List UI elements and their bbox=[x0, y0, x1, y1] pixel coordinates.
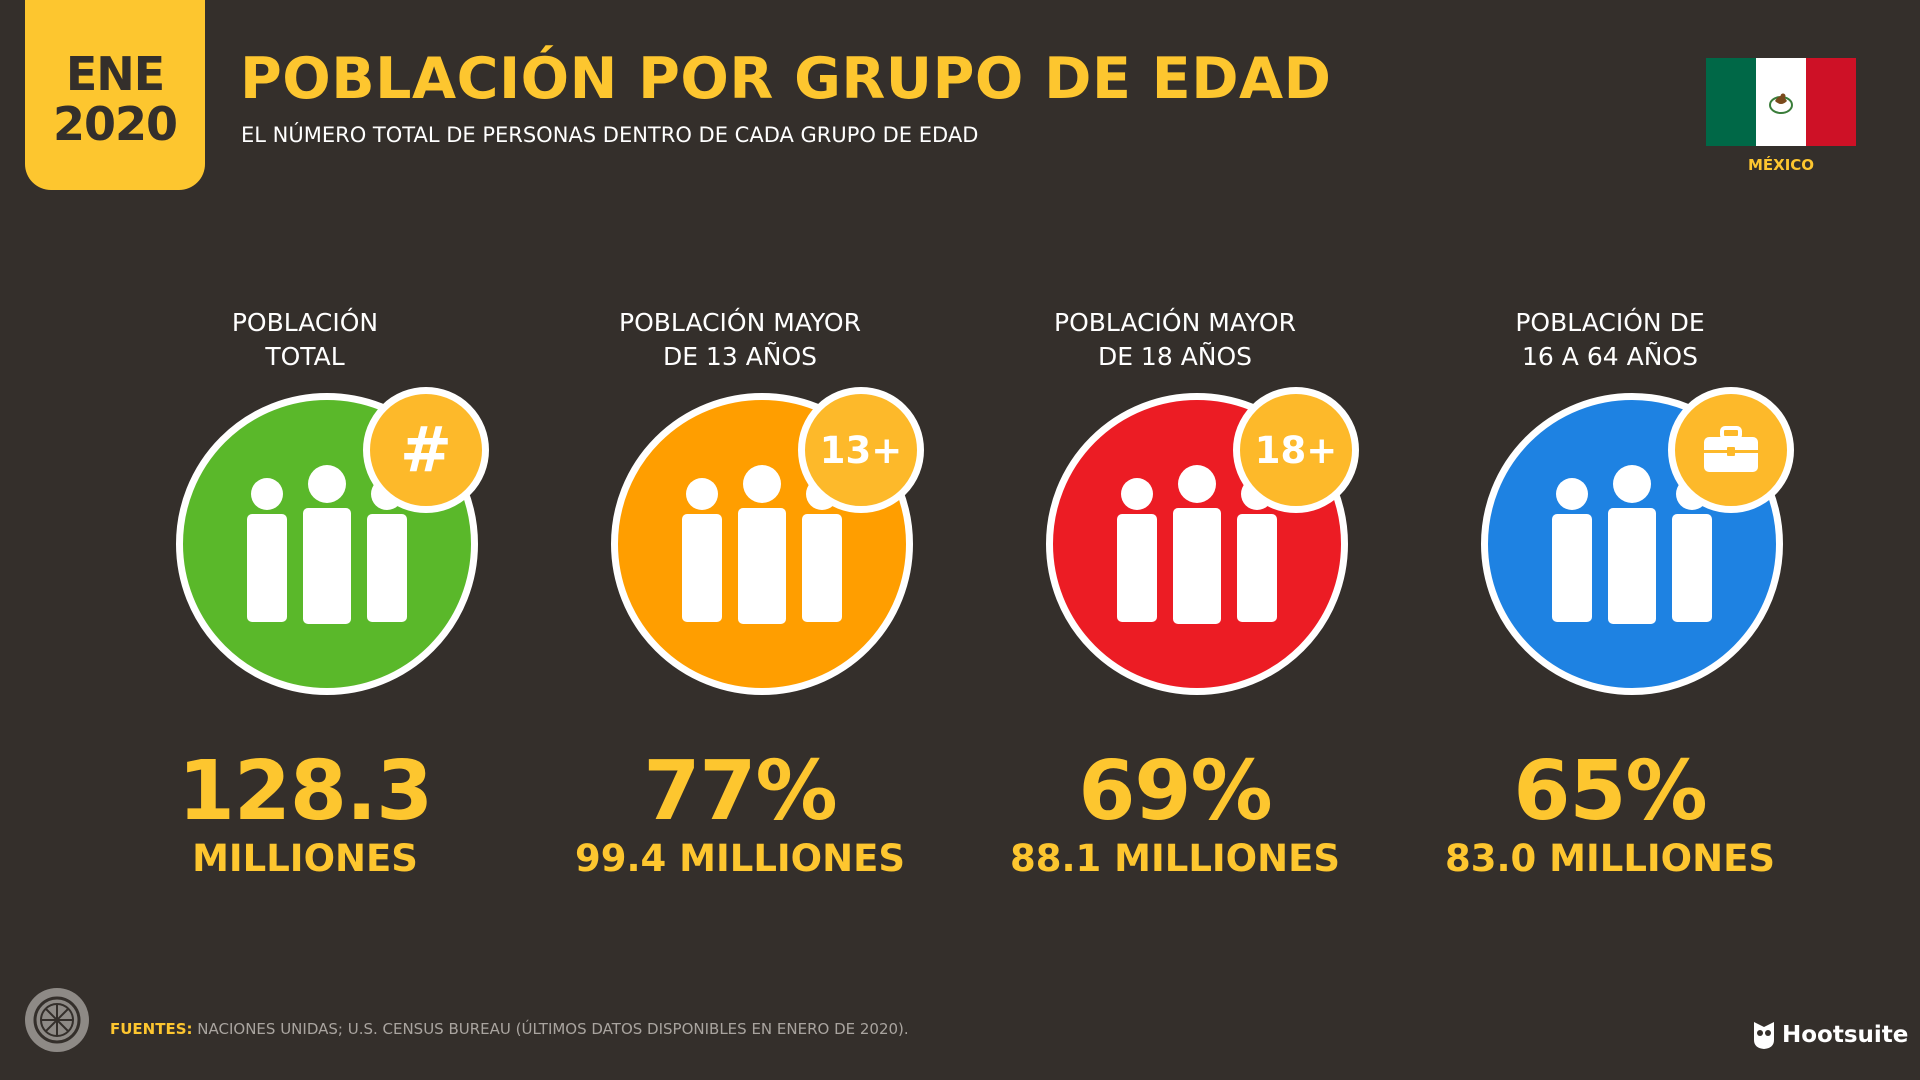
card-label-line2: 16 A 64 AÑOS bbox=[1522, 342, 1698, 371]
people-icon bbox=[682, 465, 842, 624]
page-subtitle: EL NÚMERO TOTAL DE PERSONAS DENTRO DE CA… bbox=[241, 123, 979, 147]
card-label-line1: POBLACIÓN MAYOR bbox=[1054, 308, 1296, 337]
card-subvalue: 88.1 MILLIONES bbox=[1009, 837, 1341, 880]
hash-icon: # bbox=[363, 387, 489, 513]
card-label: POBLACIÓN MAYOR DE 13 AÑOS bbox=[560, 306, 920, 376]
card-total-population: POBLACIÓN TOTAL # 128.3 MILLIONES bbox=[125, 306, 489, 881]
date-month: ENE bbox=[65, 47, 165, 101]
sources-note: FUENTES: NACIONES UNIDAS; U.S. CENSUS BU… bbox=[110, 1020, 909, 1038]
people-icon bbox=[1117, 465, 1277, 624]
card-population-18-plus: POBLACIÓN MAYOR DE 18 AÑOS 18+ 69% 88.1 … bbox=[995, 306, 1359, 881]
people-circle bbox=[611, 393, 913, 695]
briefcase-icon bbox=[1668, 387, 1794, 513]
card-label-line2: DE 18 AÑOS bbox=[1097, 342, 1253, 371]
briefcase-svg bbox=[1704, 426, 1758, 472]
card-label-line1: POBLACIÓN MAYOR bbox=[619, 308, 861, 337]
date-badge: ENE 2020 bbox=[25, 0, 205, 190]
sources-key: FUENTES: bbox=[110, 1020, 193, 1038]
sources-text: NACIONES UNIDAS; U.S. CENSUS BUREAU (ÚLT… bbox=[192, 1020, 909, 1038]
age-13-plus-badge: 13+ bbox=[798, 387, 924, 513]
card-label-line1: POBLACIÓN bbox=[231, 308, 379, 337]
card-label: POBLACIÓN MAYOR DE 18 AÑOS bbox=[995, 306, 1355, 376]
card-label-line2: TOTAL bbox=[265, 342, 345, 371]
brand-logo: Hootsuite bbox=[1752, 1020, 1908, 1050]
card-label-line2: DE 13 AÑOS bbox=[662, 342, 818, 371]
card-subvalue: 83.0 MILLIONES bbox=[1444, 837, 1776, 880]
country-label: MÉXICO bbox=[1747, 156, 1815, 174]
card-population-16-64: POBLACIÓN DE 16 A 64 AÑOS 65% 83.0 MILLI… bbox=[1430, 306, 1794, 881]
card-label-line1: POBLACIÓN DE bbox=[1515, 308, 1705, 337]
card-population-13-plus: POBLACIÓN MAYOR DE 13 AÑOS 13+ 77% 99.4 … bbox=[560, 306, 924, 881]
owl-icon bbox=[1754, 1022, 1774, 1049]
page-title: POBLACIÓN POR GRUPO DE EDAD bbox=[240, 46, 1332, 112]
mexico-flag-icon bbox=[1706, 58, 1856, 146]
card-value: 65% bbox=[1513, 744, 1707, 839]
wheel-icon bbox=[25, 988, 89, 1052]
brand-name: Hootsuite bbox=[1782, 1022, 1909, 1048]
date-year: 2020 bbox=[52, 97, 178, 151]
card-label: POBLACIÓN DE 16 A 64 AÑOS bbox=[1430, 306, 1790, 376]
card-value: 69% bbox=[1078, 744, 1272, 839]
card-subvalue: 99.4 MILLIONES bbox=[574, 837, 906, 880]
card-subvalue: MILLIONES bbox=[192, 837, 418, 880]
card-value: 77% bbox=[643, 744, 837, 839]
card-value: 128.3 bbox=[177, 744, 433, 839]
age-18-plus-badge: 18+ bbox=[1233, 387, 1359, 513]
card-label: POBLACIÓN TOTAL bbox=[125, 306, 485, 376]
eagle-emblem-icon bbox=[1769, 93, 1793, 114]
